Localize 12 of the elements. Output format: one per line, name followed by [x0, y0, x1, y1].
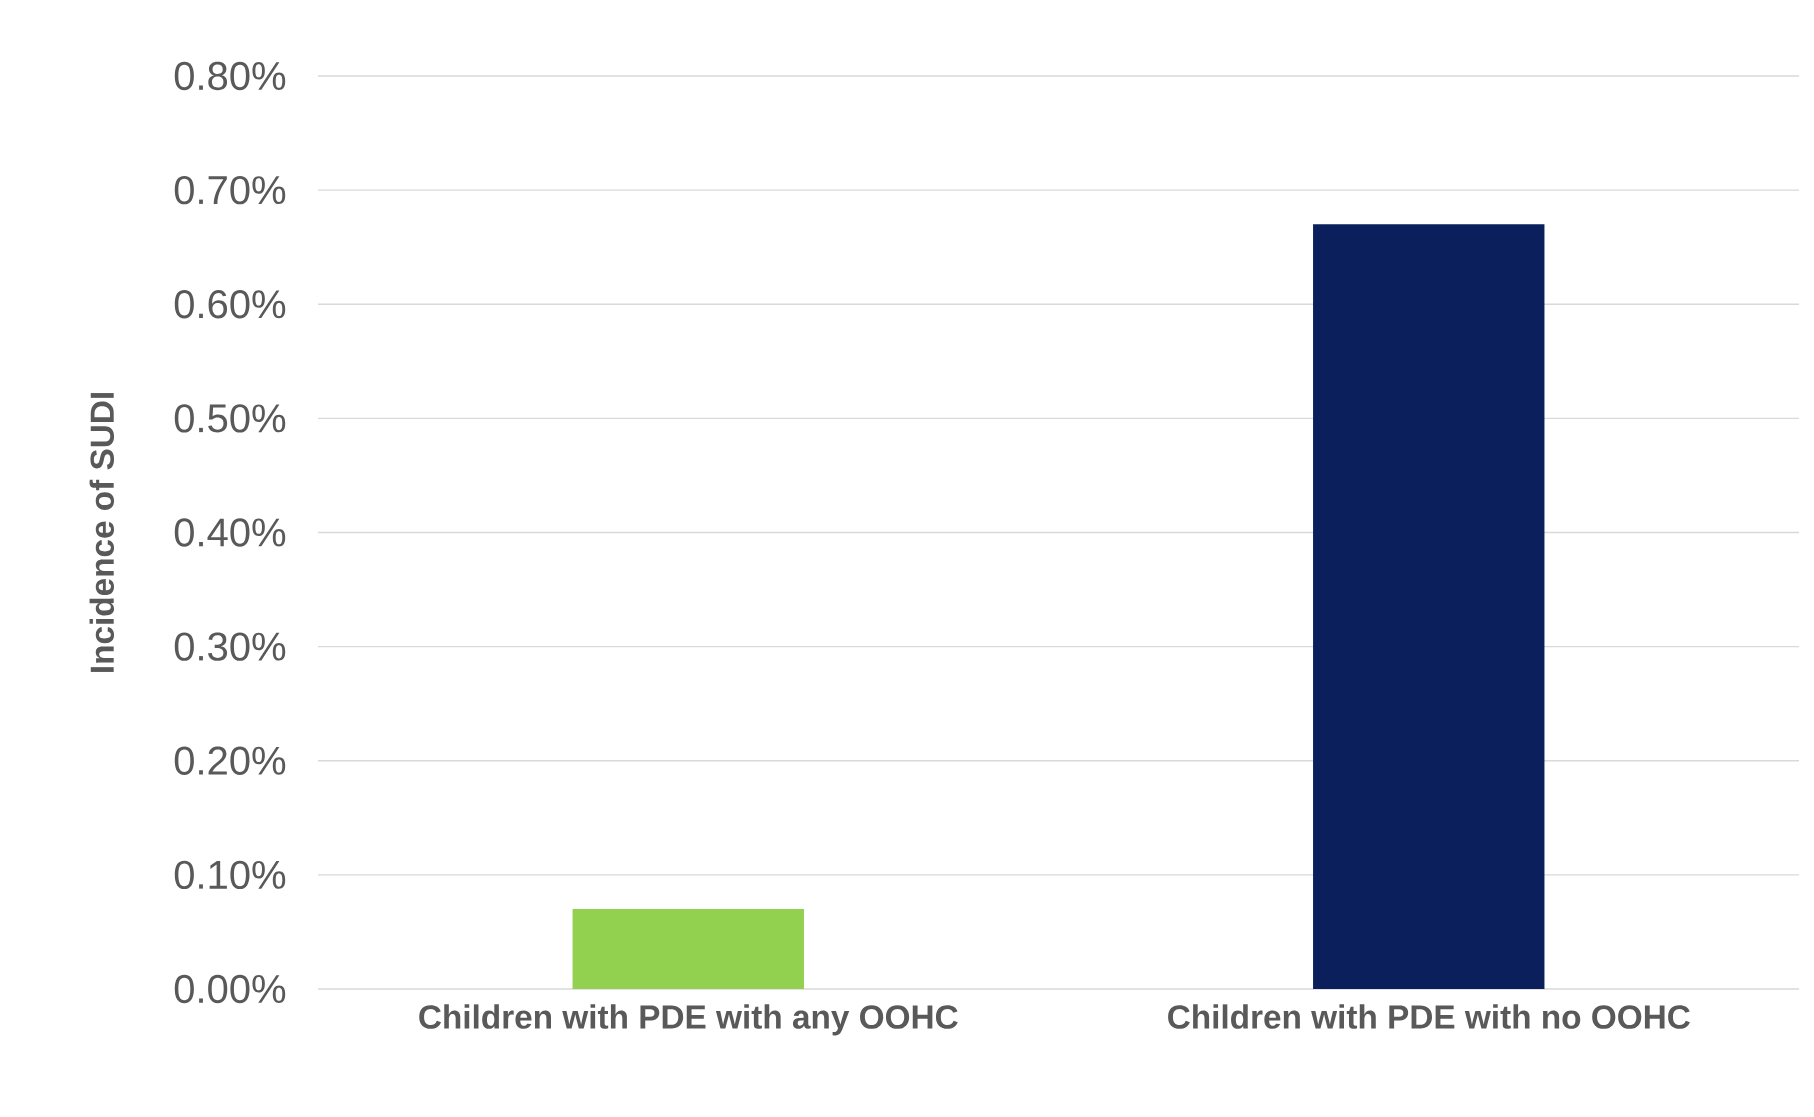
y-tick-label: 0.70% [174, 175, 286, 205]
y-tick-label: 0.50% [174, 404, 286, 433]
y-tick-label: 0.10% [174, 860, 286, 890]
x-tick-label: Children with PDE with no OOHC [1168, 1004, 1690, 1029]
y-tick-label: 0.80% [174, 61, 286, 91]
y-tick-label: 0.20% [174, 746, 286, 775]
x-tick-label: Children with PDE with any OOHC [419, 1004, 958, 1036]
y-tick-label: 0.60% [174, 290, 286, 319]
y-tick-label: 0.40% [174, 518, 286, 547]
y-tick-label: 0.00% [174, 974, 286, 1004]
y-tick-label: 0.30% [174, 632, 286, 661]
y-axis-title: Incidence of SUDI [89, 393, 115, 672]
